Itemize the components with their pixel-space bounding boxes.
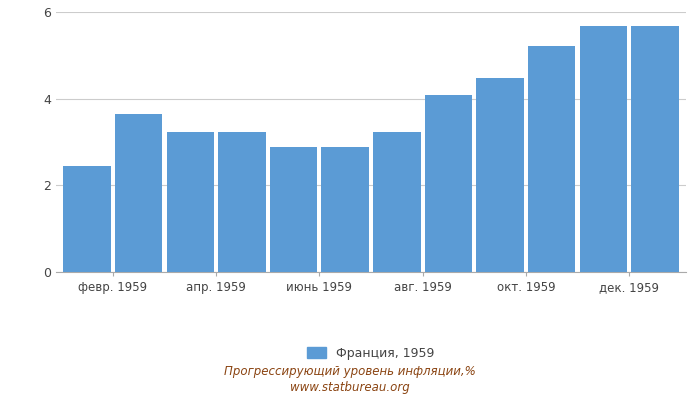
Bar (167, 132, 214, 272)
Bar (115, 114, 162, 272)
Bar (373, 132, 421, 272)
Bar (631, 26, 679, 272)
Bar (270, 147, 317, 272)
Bar (321, 147, 369, 272)
Text: Прогрессирующий уровень инфляции,%: Прогрессирующий уровень инфляции,% (224, 366, 476, 378)
Bar (528, 46, 575, 272)
Text: www.statbureau.org: www.statbureau.org (290, 382, 410, 394)
Bar (580, 26, 627, 272)
Legend: Франция, 1959: Франция, 1959 (302, 342, 440, 364)
Bar (63, 166, 111, 272)
Bar (425, 95, 472, 272)
Bar (218, 132, 266, 272)
Bar (476, 78, 524, 272)
